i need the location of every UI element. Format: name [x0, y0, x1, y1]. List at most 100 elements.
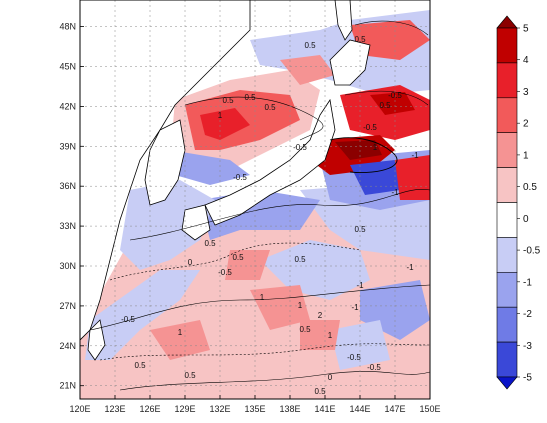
contour-label: -1: [406, 263, 414, 272]
contour-label: 0.5: [184, 371, 196, 380]
lon-tick-label: 135E: [244, 404, 265, 414]
anomaly-field-soj-blue: [170, 150, 250, 185]
anomaly-field-ke-red-east: [395, 155, 430, 200]
colorbar-top-arrow: [496, 15, 518, 29]
colorbar-bottom-arrow: [496, 376, 518, 390]
colorbar-swatch: [496, 167, 518, 203]
colorbar-label: 0.5: [523, 182, 537, 193]
lon-tick-label: 129E: [174, 404, 195, 414]
anomaly-field-soj-deep: [200, 108, 250, 140]
lat-tick-label: 42N: [59, 101, 76, 111]
lon-tick-label: 144E: [349, 404, 370, 414]
contour-label: 0.5: [314, 387, 326, 396]
land-japan-honshu: [204, 98, 336, 226]
contour-label: 0.5: [299, 325, 311, 334]
lat-tick-label: 30N: [59, 261, 76, 271]
lat-tick-label: 24N: [59, 341, 76, 351]
contour-label: -0.5: [218, 268, 232, 277]
lon-tick-label: 150E: [419, 404, 440, 414]
anomaly-field-ecs: [120, 180, 215, 270]
anomaly-field-west-blue: [85, 270, 200, 360]
contour-label: 0.5: [204, 239, 216, 248]
contour-label: -0.5: [363, 123, 377, 132]
anomaly-field-red-3: [150, 320, 210, 360]
colorbar-swatch: [496, 271, 518, 308]
colorbar-swatch: [496, 237, 518, 273]
contour-label: 0.5: [379, 101, 391, 110]
contour-label: 0.5: [354, 35, 366, 44]
lon-tick-label: 138E: [279, 404, 300, 414]
colorbar: 5 4 3 2 1 0.5 0 -0.5 -1 -2 -3 -5: [496, 15, 541, 390]
contour-label: 0.5: [232, 253, 244, 262]
contour-label: -0.5: [233, 173, 247, 182]
land-kyushu: [181, 204, 211, 241]
colorbar-swatch: [496, 97, 518, 134]
contour-label: 1: [218, 111, 223, 120]
contour-label: 1: [298, 301, 303, 310]
lon-tick-label: 141E: [314, 404, 335, 414]
colorbar-label: 4: [523, 55, 529, 66]
lon-tick-label: 126E: [139, 404, 160, 414]
lat-tick-label: 36N: [59, 181, 76, 191]
contour-label: 1: [178, 328, 183, 337]
lon-tick-label: 123E: [104, 404, 125, 414]
contour-label: 0.5: [222, 96, 234, 105]
anomaly-field-red-4: [225, 250, 270, 280]
lat-tick-label: 33N: [59, 221, 76, 231]
contour-lines: [89, 20, 430, 391]
colorbar-label: 5: [523, 24, 529, 35]
anomaly-field-ne-honshu-core: [370, 92, 415, 115]
contour-labels: 0.50.5 0.50.511210.5-0.5-1-1-1-0.5-0.5-0.…: [121, 35, 419, 396]
colorbar-label: 3: [523, 87, 529, 98]
colorbar-label: -0.5: [523, 246, 541, 257]
lat-axis: 48N 45N 42N 39N 36N 33N 30N 27N 24N 21N: [59, 22, 84, 391]
contour-label: 2: [318, 311, 323, 320]
colorbar-swatch: [496, 27, 518, 64]
anomaly-field-red-1: [250, 285, 310, 330]
contour-label: 0: [188, 258, 193, 267]
contour-label: 0.5: [304, 41, 316, 50]
land-sakhalin: [334, 0, 353, 41]
contour-label: 0.5: [264, 103, 276, 112]
contour-label: 0: [328, 373, 333, 382]
contour-label: 0.5: [244, 93, 256, 102]
anomaly-field-north-red: [350, 20, 430, 60]
lat-tick-label: 45N: [59, 62, 76, 72]
gridlines: [80, 0, 430, 399]
lon-tick-label: 120E: [69, 404, 90, 414]
colorbar-label: -5: [523, 373, 532, 384]
anomaly-field-kuroshio-core: [335, 140, 382, 160]
anomaly-field-mid-blue: [260, 240, 370, 300]
lon-tick-label: 132E: [209, 404, 230, 414]
lon-tick-label: 147E: [384, 404, 405, 414]
lat-tick-label: 39N: [59, 141, 76, 151]
contour-label: 0.5: [294, 255, 306, 264]
contour-label: -0.5: [347, 353, 361, 362]
contour-label: -1: [391, 188, 399, 197]
lat-tick-label: 21N: [59, 381, 76, 391]
land-korea: [144, 119, 186, 206]
contour-label: 1: [328, 331, 333, 340]
colorbar-swatch: [496, 62, 518, 99]
lon-axis: 120E 123E 126E 129E 132E 135E 138E 141E 144E 147E…: [69, 395, 441, 414]
colorbar-swatch: [496, 306, 518, 343]
colorbar-label: -1: [523, 277, 532, 288]
colorbar-label: 2: [523, 119, 529, 130]
colorbar-label: -2: [523, 309, 532, 320]
colorbar-label: 1: [523, 150, 529, 161]
anomaly-field-north-red-2: [280, 55, 335, 85]
colorbar-label: -3: [523, 341, 532, 352]
contour-label: -0.5: [367, 363, 381, 372]
colorbar-swatch: [496, 341, 518, 378]
contour-label: -0.5: [121, 315, 135, 324]
contour-label: 0.5: [134, 361, 146, 370]
lat-tick-label: 27N: [59, 301, 76, 311]
contour-label: 1: [373, 143, 378, 152]
land-taiwan: [87, 319, 106, 361]
map-panel: 0.50.5 0.50.511210.5-0.5-1-1-1-0.5-0.5-0.…: [80, 0, 430, 399]
contour-label: -0.5: [293, 143, 307, 152]
contour-label: -1: [411, 151, 419, 160]
lat-tick-label: 48N: [59, 22, 76, 32]
contour-label: -0.5: [388, 91, 402, 100]
colorbar-label: 0: [523, 214, 529, 225]
